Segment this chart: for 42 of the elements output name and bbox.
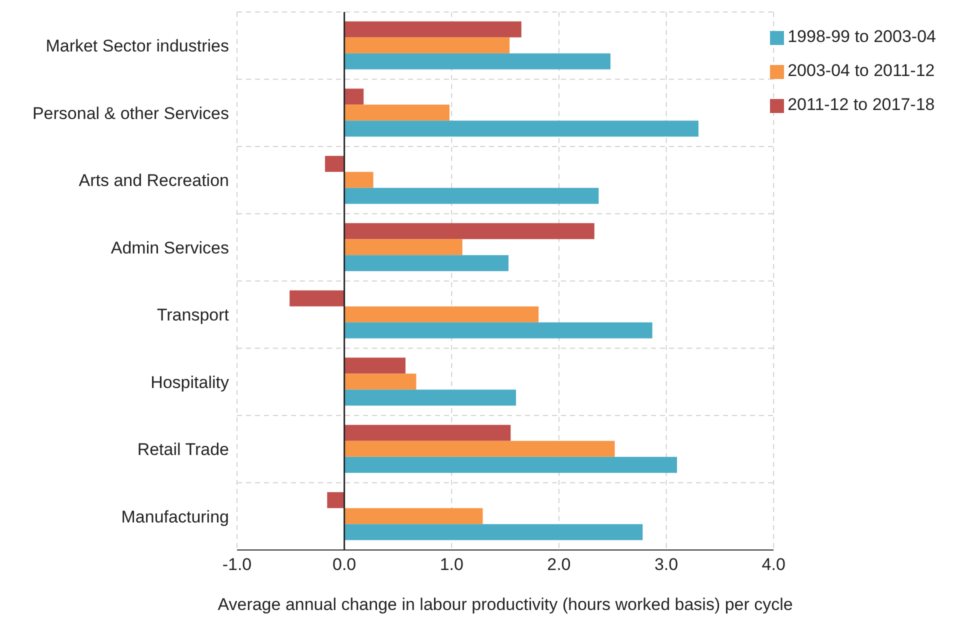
x-tick-label: 0.0	[332, 555, 356, 574]
x-tick-label: 3.0	[654, 555, 678, 574]
x-tick-label: 4.0	[762, 555, 786, 574]
bar	[344, 306, 539, 322]
y-tick-label: Admin Services	[110, 238, 229, 258]
bar	[344, 358, 406, 374]
bar	[344, 172, 374, 188]
bar	[344, 239, 462, 256]
bar	[344, 223, 594, 240]
bar	[344, 255, 509, 272]
bar	[344, 188, 599, 204]
x-tick-label: 1.0	[440, 555, 464, 574]
bar	[344, 88, 364, 105]
y-tick-label: Retail Trade	[137, 440, 229, 460]
legend-label: 1998-99 to 2003-04	[788, 27, 936, 46]
bar	[344, 37, 510, 54]
bar	[327, 492, 344, 508]
bar	[344, 508, 483, 524]
bar	[344, 21, 522, 38]
y-tick-label: Market Sector industries	[46, 36, 229, 56]
bar	[344, 390, 516, 406]
legend-label: 2011-12 to 2017-18	[788, 95, 935, 114]
bar	[344, 104, 450, 121]
x-tick-label: -1.0	[222, 555, 252, 574]
x-axis-title: Average annual change in labour productivity (hours worked basis) per cycle	[218, 595, 793, 614]
bar	[325, 156, 344, 172]
y-tick-label: Arts and Recreation	[78, 171, 229, 190]
bar	[344, 440, 615, 457]
bar	[344, 53, 610, 70]
y-tick-label: Personal & other Services	[32, 104, 229, 123]
legend-label: 2003-04 to 2011-12	[788, 61, 935, 80]
y-tick-label: Manufacturing	[121, 507, 229, 526]
bar	[344, 374, 416, 390]
y-tick-label: Hospitality	[150, 372, 230, 392]
bar	[290, 290, 344, 306]
bar	[344, 424, 511, 441]
bar	[344, 456, 678, 473]
bar	[344, 524, 643, 540]
bar	[344, 322, 652, 338]
y-tick-label: Transport	[156, 306, 230, 325]
x-tick-label: 2.0	[547, 555, 571, 574]
bar	[344, 120, 698, 137]
